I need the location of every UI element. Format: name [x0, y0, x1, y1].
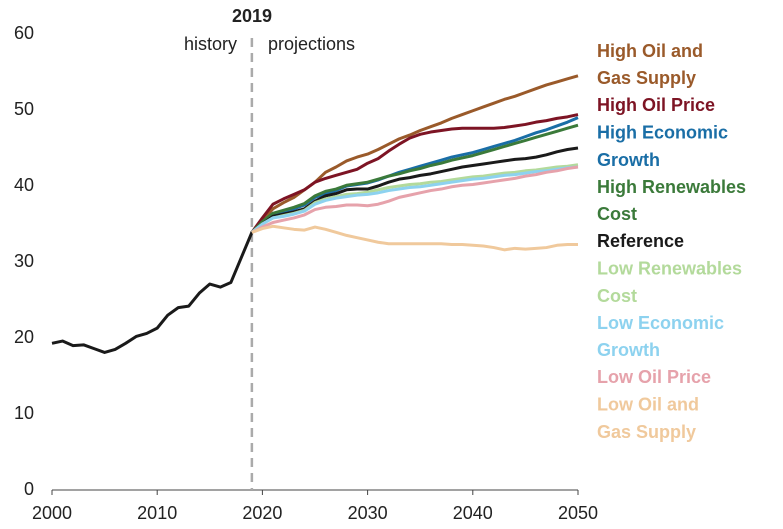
projections-label: projections — [268, 34, 355, 54]
y-tick-label: 20 — [14, 327, 34, 347]
divider-label: 2019 — [232, 6, 272, 26]
legend-entry: Low Oil Price — [597, 367, 711, 387]
legend-entry: High Oil Price — [597, 95, 715, 115]
x-tick-label: 2040 — [453, 503, 493, 523]
y-tick-label: 30 — [14, 251, 34, 271]
y-tick-label: 10 — [14, 403, 34, 423]
series-line — [250, 165, 579, 234]
legend-entry: Low Oil and Gas Supply — [597, 394, 699, 441]
x-tick-label: 2050 — [558, 503, 598, 523]
legend-entry: Low Economic Growth — [597, 313, 724, 360]
series-line — [250, 113, 579, 234]
legend-entry: Reference — [597, 231, 684, 251]
legend-entry: High Renewables Cost — [597, 177, 746, 224]
legend-entry: Low Renewables Cost — [597, 258, 742, 305]
x-tick-label: 2000 — [32, 503, 72, 523]
series-line — [251, 165, 579, 234]
y-tick-label: 40 — [14, 175, 34, 195]
x-tick-label: 2010 — [137, 503, 177, 523]
series-line — [251, 224, 578, 252]
y-tick-label: 0 — [24, 479, 34, 499]
history-label: history — [184, 34, 237, 54]
x-tick-label: 2030 — [348, 503, 388, 523]
x-tick-label: 2020 — [242, 503, 282, 523]
series-line — [250, 123, 579, 234]
legend-entry: High Oil and Gas Supply — [597, 41, 703, 88]
legend-entry: High Economic Growth — [597, 122, 728, 169]
y-tick-label: 50 — [14, 99, 34, 119]
y-tick-label: 60 — [14, 23, 34, 43]
